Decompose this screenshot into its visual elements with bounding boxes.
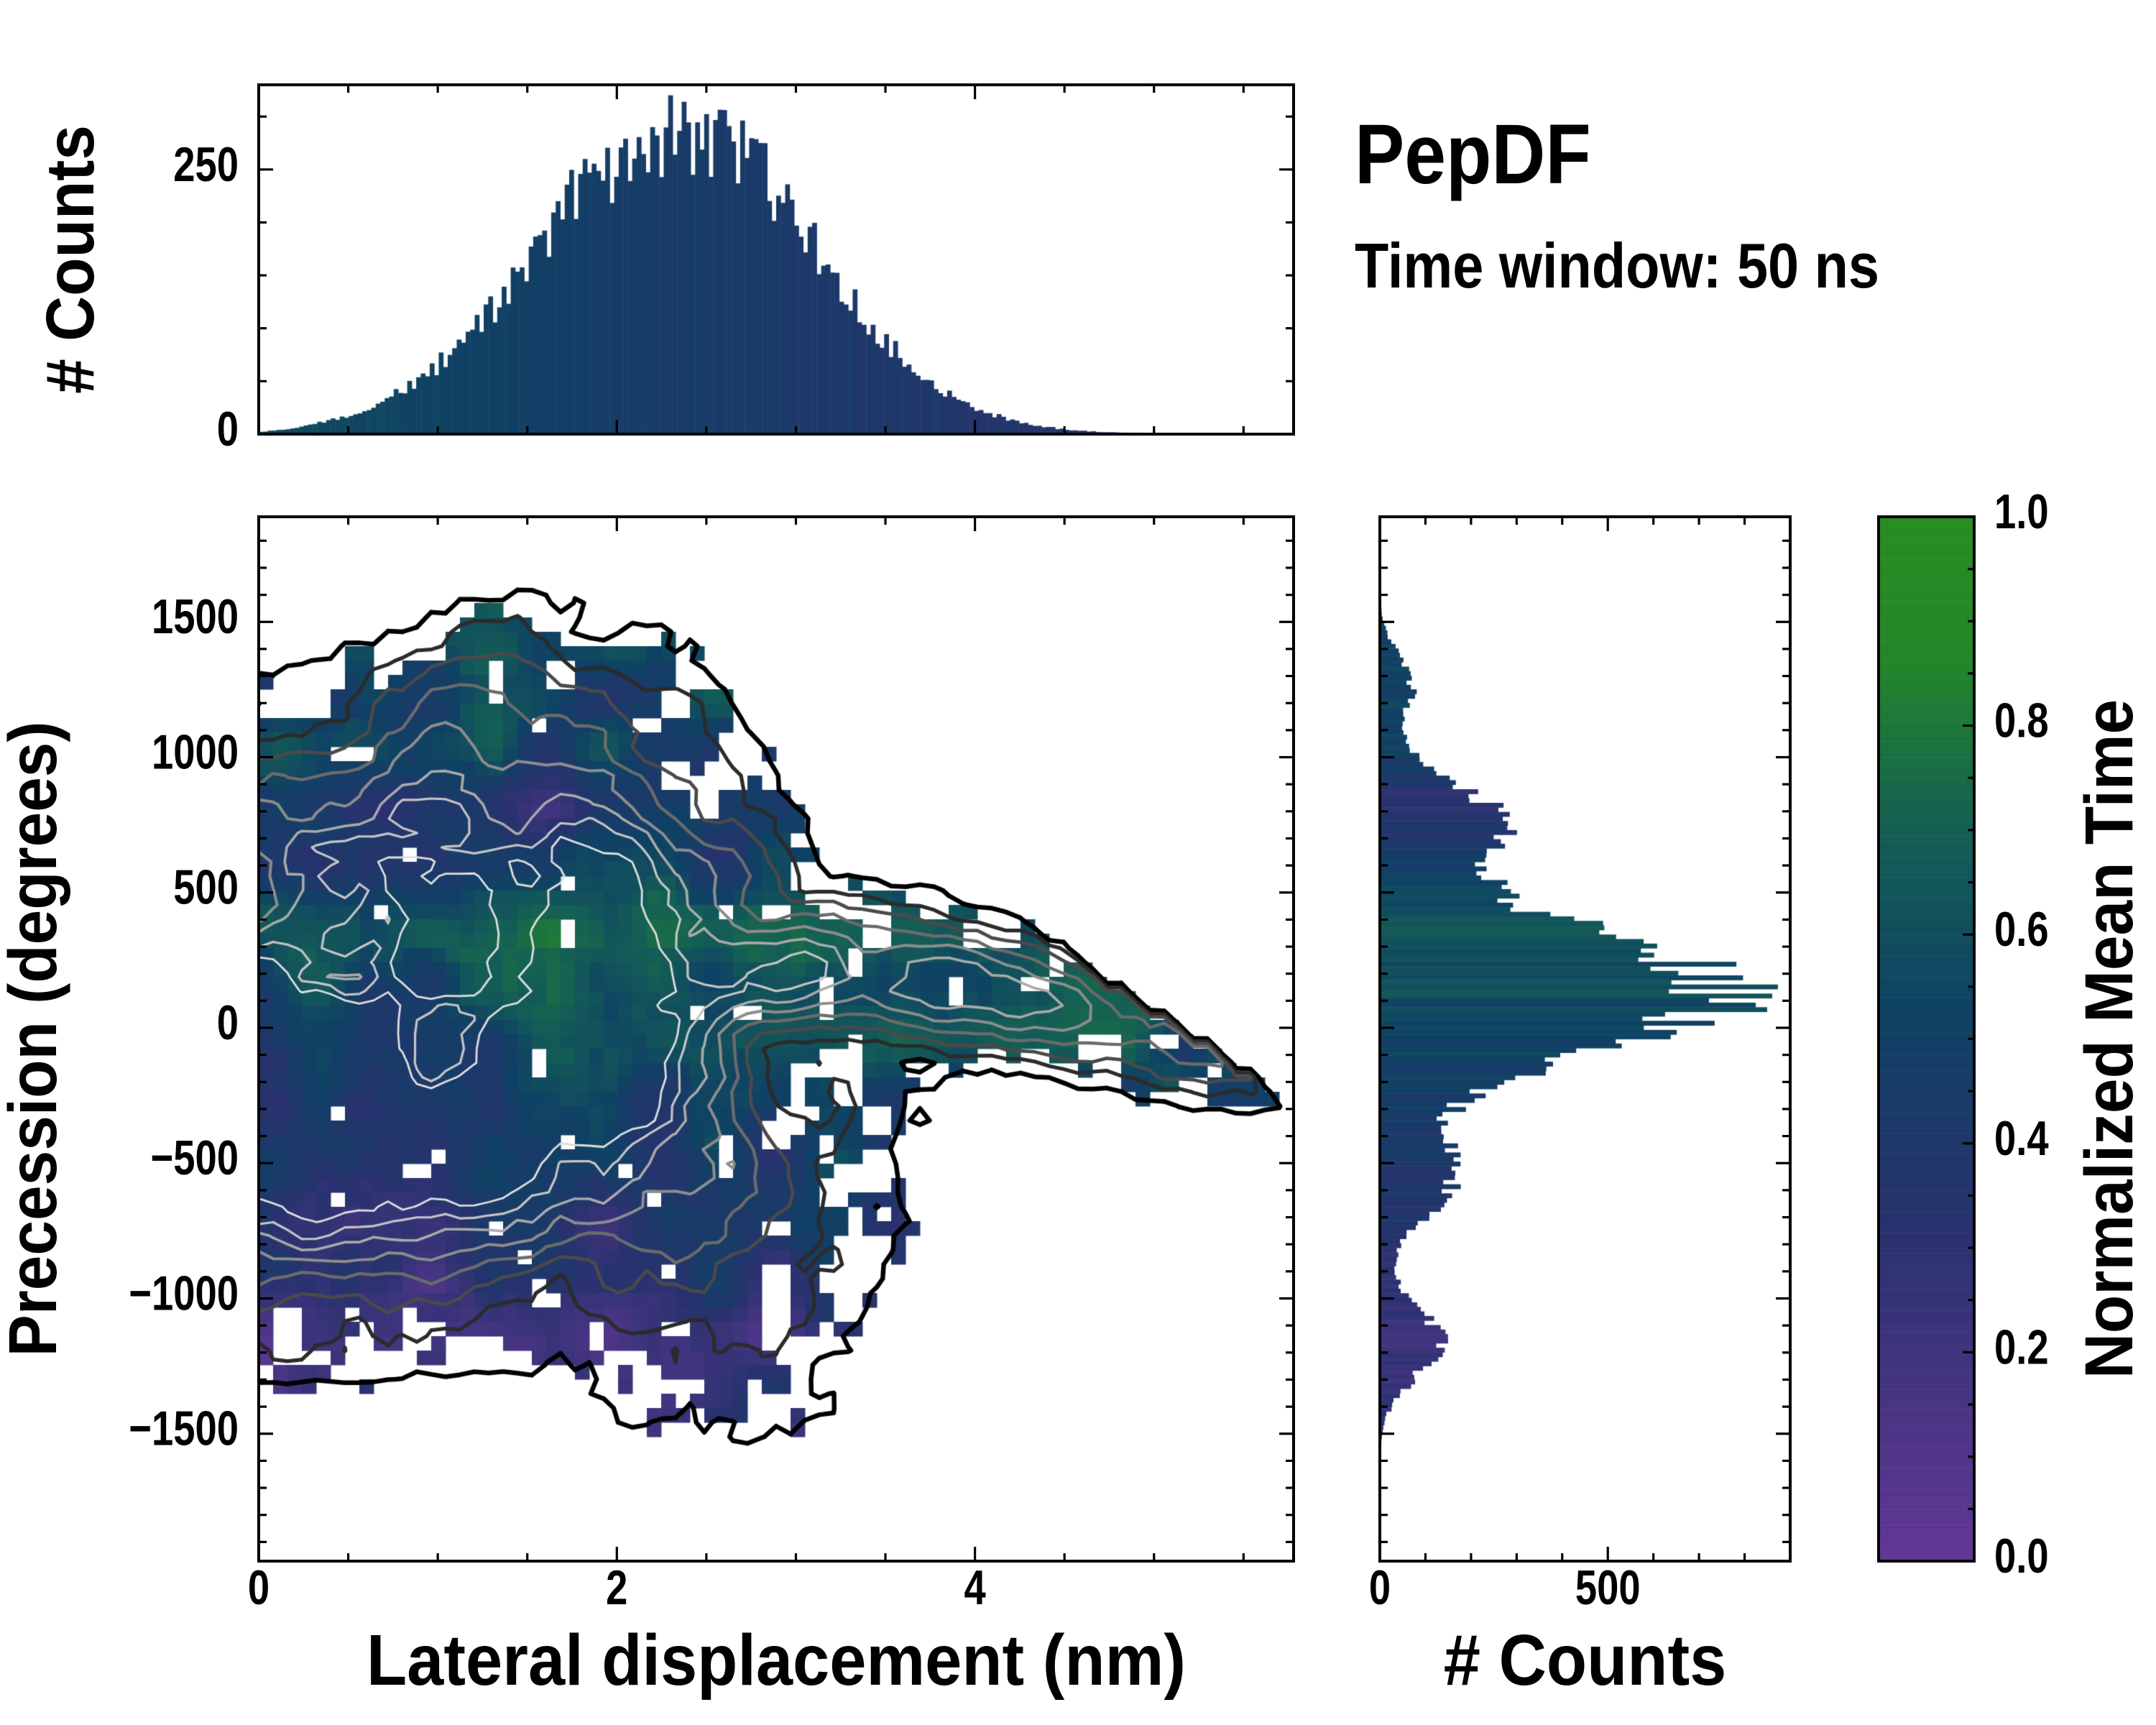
svg-text:Precession (degrees): Precession (degrees) <box>0 722 71 1357</box>
svg-text:−1500: −1500 <box>129 1402 239 1456</box>
svg-text:Normalized Mean Time: Normalized Mean Time <box>2071 699 2147 1379</box>
svg-text:0: 0 <box>217 995 239 1050</box>
svg-text:1.0: 1.0 <box>1994 484 2049 539</box>
svg-text:1500: 1500 <box>152 590 239 645</box>
svg-text:−500: −500 <box>150 1131 239 1186</box>
svg-text:−1000: −1000 <box>129 1266 239 1321</box>
svg-text:250: 250 <box>173 137 239 192</box>
svg-text:500: 500 <box>173 860 239 915</box>
svg-text:Time window: 50 ns: Time window: 50 ns <box>1355 230 1879 301</box>
svg-text:4: 4 <box>964 1560 985 1615</box>
svg-text:# Counts: # Counts <box>1444 1620 1727 1700</box>
svg-text:0.4: 0.4 <box>1994 1111 2049 1166</box>
svg-text:0.0: 0.0 <box>1994 1529 2049 1583</box>
svg-text:Lateral displacement (nm): Lateral displacement (nm) <box>367 1620 1186 1700</box>
svg-text:# Counts: # Counts <box>32 125 109 394</box>
svg-text:0.2: 0.2 <box>1994 1320 2049 1375</box>
svg-text:500: 500 <box>1575 1560 1641 1615</box>
svg-text:1000: 1000 <box>152 725 239 780</box>
svg-text:0: 0 <box>217 402 239 456</box>
svg-text:0.8: 0.8 <box>1994 694 2049 748</box>
svg-text:0: 0 <box>248 1560 270 1615</box>
svg-text:0.6: 0.6 <box>1994 902 2049 957</box>
svg-text:2: 2 <box>606 1560 627 1615</box>
svg-text:PepDF: PepDF <box>1355 106 1591 202</box>
svg-text:0: 0 <box>1369 1560 1391 1615</box>
